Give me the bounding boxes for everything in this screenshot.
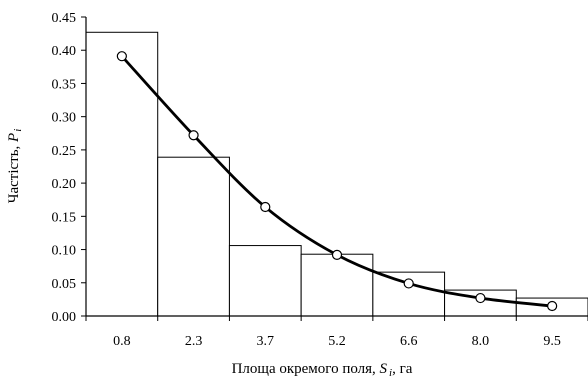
curve-point-5.2 <box>331 249 343 260</box>
x-tick-label: 8.0 <box>472 334 490 349</box>
y-tick-label: 0.30 <box>52 111 77 126</box>
x-tick-label: 2.3 <box>185 334 203 349</box>
x-tick-label: 0.8 <box>113 334 131 349</box>
bar-2.3 <box>157 156 230 317</box>
curve-point-8.0 <box>475 292 486 304</box>
curve-point-9.5 <box>547 300 558 312</box>
y-tick-label: 0.25 <box>52 144 77 159</box>
y-tick-label: 0.40 <box>52 44 77 59</box>
bars <box>85 31 588 317</box>
curve-point-0.8 <box>116 51 127 62</box>
y-tick-label: 0.45 <box>52 11 77 26</box>
curve-point-3.7 <box>260 201 271 213</box>
x-tick-label: 5.2 <box>328 334 346 349</box>
x-tick-label: 3.7 <box>257 334 275 349</box>
bar-0.8 <box>85 31 159 317</box>
y-tick-labels: 0.00 0.05 0.10 0.15 0.20 0.25 0.30 0.35 0.40 0.45 <box>52 11 77 325</box>
x-tick-labels: 0.8 2.3 3.7 5.2 6.6 8.0 9.5 <box>113 334 561 349</box>
y-tick-label: 0.15 <box>52 210 77 225</box>
fitted-curve <box>116 51 558 312</box>
y-tick-label: 0.00 <box>52 310 77 325</box>
curve-point-6.6 <box>403 278 414 289</box>
curve-point-2.3 <box>188 130 199 141</box>
y-axis-title: Частість, Pi <box>6 129 24 204</box>
y-tick-label: 0.20 <box>52 177 77 192</box>
bar-5.2 <box>300 253 374 317</box>
bar-3.7 <box>228 245 302 317</box>
x-tick-label: 9.5 <box>543 334 561 349</box>
x-tick-label: 6.6 <box>400 334 418 349</box>
y-tick-label: 0.10 <box>52 244 77 259</box>
y-tick-label: 0.35 <box>52 77 77 92</box>
axes <box>81 16 588 321</box>
y-tick-label: 0.05 <box>52 277 77 292</box>
